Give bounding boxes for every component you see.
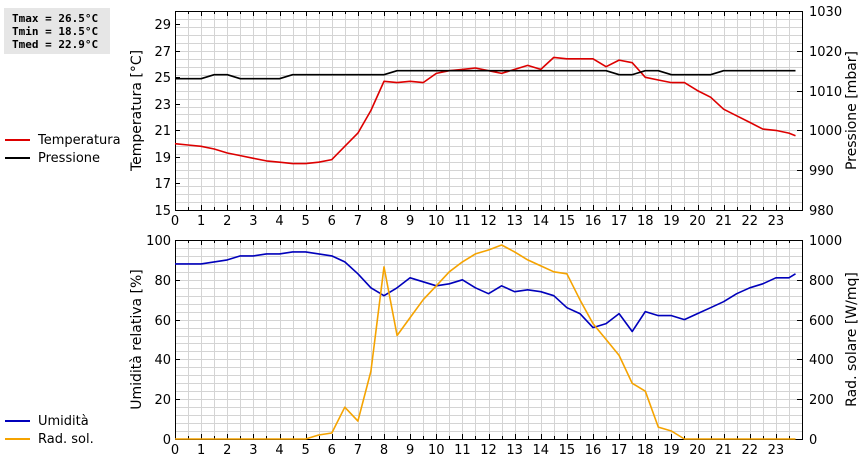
y2-tick-label: 600 [809,314,834,329]
x-tick-label: 20 [689,443,706,458]
x-tick-label: 4 [275,443,283,458]
x-tick-label: 17 [611,214,628,229]
x-tick-label: 18 [637,443,654,458]
x-tick-label: 23 [768,443,785,458]
x-tick-label: 13 [506,214,523,229]
y-tick-label: 29 [154,18,171,33]
stat-tmax: Tmax = 26.5°C [12,12,99,25]
x-tick-label: 17 [611,443,628,458]
x-tick-label: 16 [585,443,602,458]
y2-tick-label: 800 [809,274,834,289]
plot-frame [175,240,803,440]
x-tick-label: 0 [171,443,179,458]
legend-label: Umidità [38,414,89,429]
x-tick-label: 6 [328,214,336,229]
x-tick-label: 12 [480,214,497,229]
y-tick-label: 15 [154,204,171,219]
y2-tick-label: 1000 [809,234,842,249]
x-tick-label: 0 [171,214,179,229]
y-tick-label: 40 [154,353,171,368]
y2-tick-label: 990 [809,164,834,179]
x-tick-label: 22 [741,443,758,458]
x-tick-label: 7 [354,214,362,229]
x-tick-label: 21 [715,214,732,229]
x-tick-label: 15 [559,214,576,229]
legend-label: Rad. sol. [38,432,94,447]
x-tick-label: 15 [559,443,576,458]
y2-tick-label: 400 [809,353,834,368]
x-tick-label: 1 [197,214,205,229]
x-tick-label: 8 [380,443,388,458]
x-tick-label: 19 [663,443,680,458]
x-tick-label: 3 [249,214,257,229]
stats-box: Tmax = 26.5°C Tmin = 18.5°C Tmed = 22.9°… [4,8,110,54]
y-tick-label: 17 [154,177,171,192]
x-tick-label: 21 [715,443,732,458]
y2-tick-label: 1000 [809,124,842,139]
y-tick-label: 25 [154,71,171,86]
series-line-2-1 [175,251,796,333]
x-tick-label: 10 [428,443,445,458]
x-tick-label: 14 [532,214,549,229]
x-tick-label: 16 [585,214,602,229]
y2-tick-label: 0 [809,433,817,448]
y2-tick-label: 1020 [809,45,842,60]
x-tick-label: 20 [689,214,706,229]
x-tick-label: 2 [223,443,231,458]
x-tick-label: 22 [741,214,758,229]
series-line-1-2 [175,69,796,80]
x-tick-label: 3 [249,443,257,458]
y-tick-label: 27 [154,45,171,60]
x-tick-label: 5 [301,443,309,458]
x-tick-label: 23 [768,214,785,229]
y2-tick-label: 1030 [809,5,842,20]
x-tick-label: 11 [454,443,471,458]
x-tick-label: 18 [637,214,654,229]
legend-label: Temperatura [37,133,121,148]
y2-axis-label: Rad. solare [W/mq] [844,272,860,407]
y-tick-label: 60 [154,314,171,329]
y2-tick-label: 980 [809,204,834,219]
x-tick-label: 4 [275,214,283,229]
x-tick-label: 7 [354,443,362,458]
y-tick-label: 80 [154,274,171,289]
stat-tmed: Tmed = 22.9°C [12,38,99,51]
y2-tick-label: 200 [809,393,834,408]
x-tick-label: 19 [663,214,680,229]
y-tick-label: 19 [154,151,171,166]
series-line-2-2 [175,244,796,440]
y-tick-label: 20 [154,393,171,408]
y-axis-label: Temperatura [°C] [129,50,145,172]
y-tick-label: 0 [163,433,171,448]
legend-label: Pressione [38,151,100,166]
y-tick-label: 100 [146,234,171,249]
plot-frame [175,11,803,211]
y-tick-label: 21 [154,124,171,139]
x-tick-label: 9 [406,214,414,229]
y-tick-label: 23 [154,98,171,113]
x-tick-label: 10 [428,214,445,229]
y2-tick-label: 1010 [809,85,842,100]
x-tick-label: 14 [532,443,549,458]
x-tick-label: 1 [197,443,205,458]
x-tick-label: 9 [406,443,414,458]
x-tick-label: 11 [454,214,471,229]
y2-axis-label: Pressione [mbar] [844,51,860,170]
x-tick-label: 5 [301,214,309,229]
x-tick-label: 12 [480,443,497,458]
x-tick-label: 6 [328,443,336,458]
stat-tmin: Tmin = 18.5°C [12,25,99,38]
x-tick-label: 8 [380,214,388,229]
x-tick-label: 2 [223,214,231,229]
y-axis-label: Umidità relativa [%] [129,269,145,410]
x-tick-label: 13 [506,443,523,458]
series-line-1-1 [174,56,796,165]
